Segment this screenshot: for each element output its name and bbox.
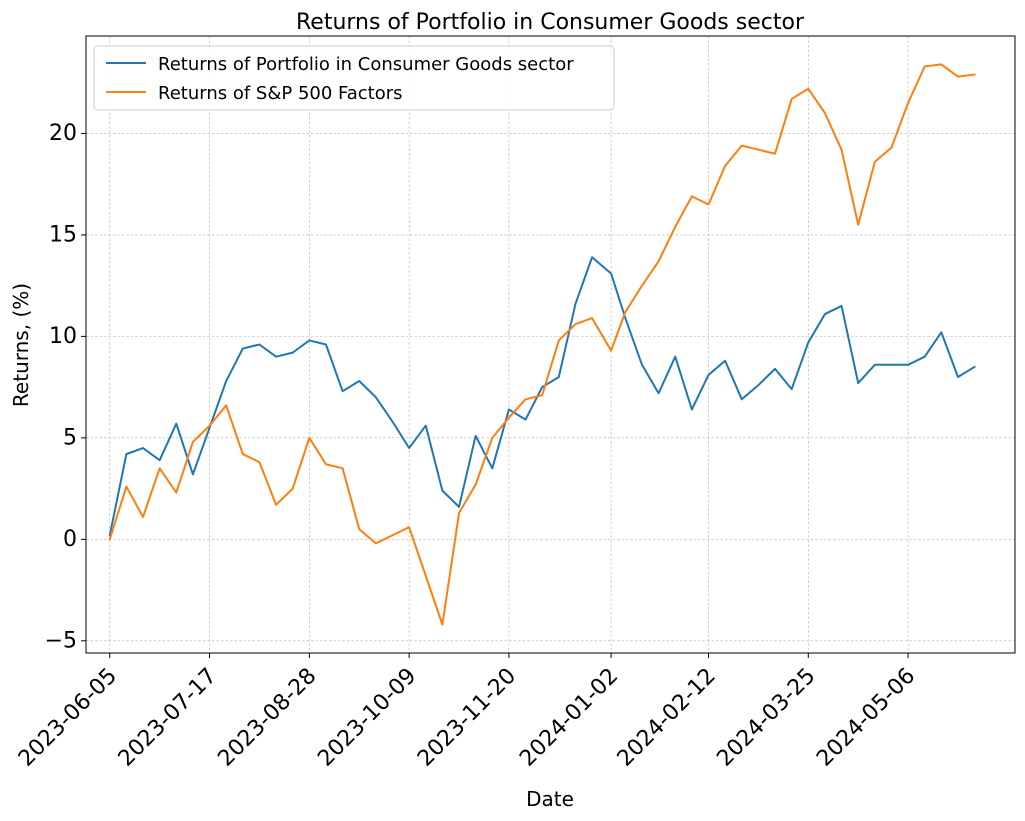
x-tick-label: 2024-02-12 — [613, 664, 721, 772]
series-line-sp500 — [108, 63, 976, 626]
x-axis: 2023-06-052023-07-172023-08-282023-10-09… — [14, 653, 920, 772]
x-tick-label: 2024-01-02 — [515, 664, 623, 772]
legend-box — [93, 45, 615, 111]
y-tick-label: 10 — [49, 324, 77, 349]
x-tick-label: 2024-05-06 — [812, 664, 920, 772]
y-tick-label: −5 — [45, 628, 77, 653]
x-tick-label: 2023-10-09 — [313, 664, 421, 772]
x-tick-label: 2023-11-20 — [413, 664, 521, 772]
plot-frame — [85, 35, 1016, 654]
x-axis-label: Date — [526, 787, 574, 811]
y-axis: −5 0 5 10 15 20 — [45, 121, 86, 653]
grid — [86, 36, 1015, 653]
x-tick-label: 2023-08-28 — [213, 664, 321, 772]
series-line-portfolio — [108, 256, 976, 537]
legend-label-sp500: Returns of S&P 500 Factors — [158, 83, 403, 104]
chart-title: Returns of Portfolio in Consumer Goods s… — [296, 10, 805, 35]
y-tick-label: 15 — [49, 222, 77, 247]
x-tick-label: 2023-07-17 — [114, 664, 222, 772]
y-axis-label: Returns, (%) — [9, 283, 33, 407]
x-tick-label: 2024-03-25 — [712, 664, 820, 772]
y-tick-label: 20 — [49, 121, 77, 146]
legend-label-portfolio: Returns of Portfolio in Consumer Goods s… — [158, 54, 574, 75]
y-tick-label: 5 — [63, 425, 77, 450]
y-tick-label: 0 — [63, 527, 77, 552]
series-layer — [108, 63, 976, 626]
x-tick-label: 2023-06-05 — [14, 664, 122, 772]
legend: Returns of Portfolio in Consumer Goods s… — [93, 45, 615, 111]
